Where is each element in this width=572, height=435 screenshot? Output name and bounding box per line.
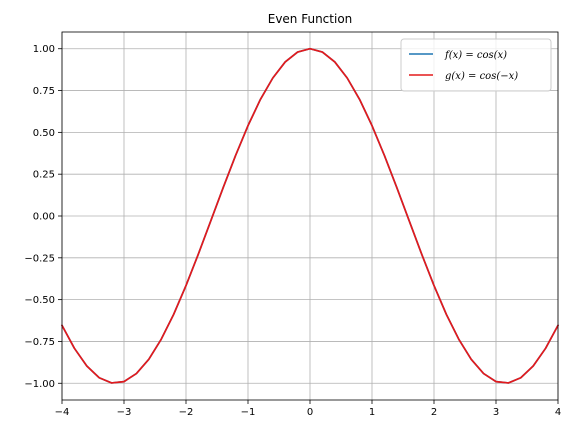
x-tick-label: 0 [307,407,313,418]
x-tick-label: 2 [431,407,437,418]
x-tick-label: −1 [241,407,256,418]
y-tick-label: −0.75 [24,337,55,348]
legend: f(x) = cos(x) g(x) = cos(−x) [400,38,552,92]
y-tick-label: 0.00 [33,212,55,223]
x-tick-label: −3 [117,407,132,418]
chart-title: Even Function [268,12,353,26]
legend-box [400,38,552,92]
legend-label-g: g(x) = cos(−x) [445,71,518,82]
y-tick-label: 0.75 [33,86,55,97]
x-tick-label: −2 [179,407,194,418]
series-line-g [61,47,559,384]
y-tick-label: −1.00 [24,379,55,390]
y-tick-label: 0.50 [33,128,55,139]
x-tick-label: 1 [369,407,375,418]
y-tick-label: 0.25 [33,170,55,181]
y-tick-label: −0.25 [24,253,55,264]
legend-label-f: f(x) = cos(x) [444,50,507,61]
x-tick-label: −4 [55,407,70,418]
x-tick-label: 3 [493,407,499,418]
x-tick-label: 4 [555,407,561,418]
x-axis: −4 −3 −2 −1 0 1 2 3 4 [55,400,561,418]
y-tick-label: −0.50 [24,295,55,306]
y-tick-label: 1.00 [33,44,55,55]
series-layer [61,47,559,384]
y-axis: −1.00 −0.75 −0.50 −0.25 0.00 0.25 0.50 0.75 1.00 [24,44,62,390]
